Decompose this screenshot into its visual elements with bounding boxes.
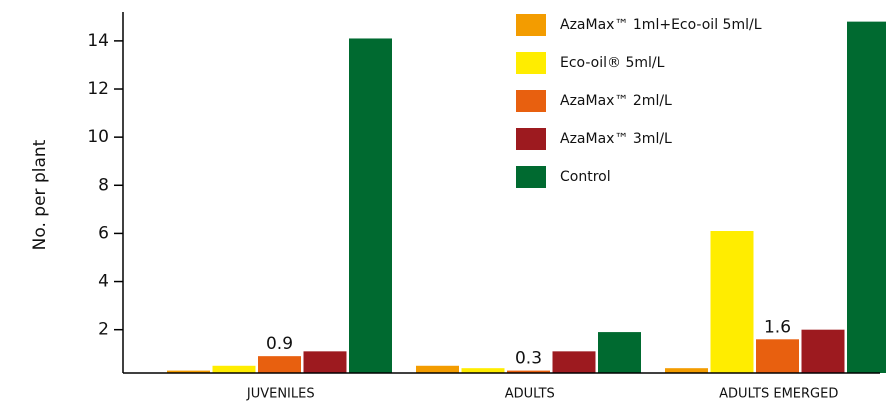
y-tick-label: 10 — [87, 127, 109, 147]
bar — [552, 351, 596, 373]
bar — [665, 368, 708, 373]
bar — [710, 231, 754, 373]
y-axis-label: No. per plant — [30, 139, 50, 250]
bar — [349, 38, 392, 374]
legend-label: Control — [560, 169, 611, 185]
bar — [303, 351, 347, 373]
y-tick-label: 4 — [98, 272, 109, 292]
bar — [461, 368, 505, 373]
bar — [756, 339, 799, 373]
bar — [258, 356, 301, 373]
y-tick-label: 12 — [87, 79, 109, 99]
bar — [507, 370, 550, 373]
bar — [801, 329, 845, 373]
y-tick-label: 8 — [98, 175, 109, 195]
y-tick-label: 6 — [98, 223, 109, 243]
y-tick-label: 14 — [87, 31, 109, 51]
legend-label: AzaMax™ 1ml+Eco-oil 5ml/L — [560, 17, 762, 33]
x-tick-label: ADULTS EMERGED — [719, 387, 838, 402]
data-label: 1.6 — [764, 317, 791, 337]
data-label: 0.9 — [266, 334, 293, 354]
legend-swatch — [516, 52, 546, 74]
legend-swatch — [516, 14, 546, 36]
data-label: 0.3 — [515, 349, 542, 369]
y-tick-label: 2 — [98, 320, 109, 340]
bar — [416, 365, 459, 373]
bar — [847, 21, 886, 373]
x-tick-label: ADULTS — [505, 387, 555, 402]
legend-label: Eco-oil® 5ml/L — [560, 55, 665, 71]
legend-label: AzaMax™ 3ml/L — [560, 131, 672, 147]
legend-swatch — [516, 128, 546, 150]
bar — [212, 365, 256, 373]
bar — [167, 370, 210, 373]
x-tick-label: JUVENILES — [246, 387, 315, 402]
legend-swatch — [516, 90, 546, 112]
legend-swatch — [516, 166, 546, 188]
legend-label: AzaMax™ 2ml/L — [560, 93, 672, 109]
bar — [598, 332, 641, 373]
